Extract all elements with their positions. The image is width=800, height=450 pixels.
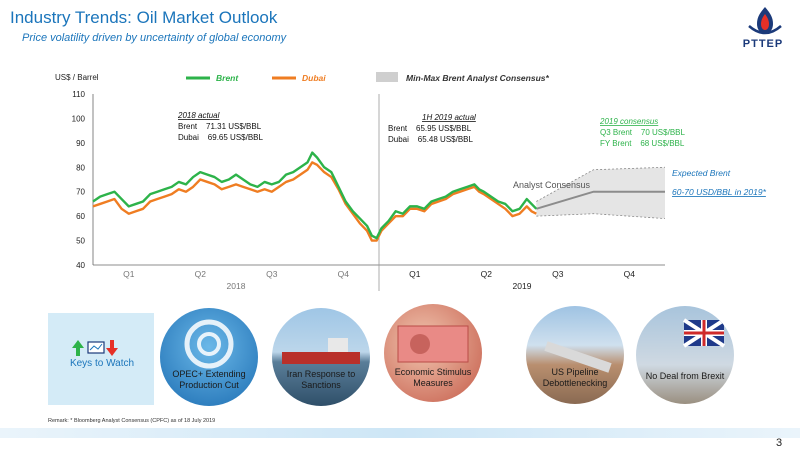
annotation-1h2019-brent: Brent 65.95 US$/BBL (388, 124, 472, 133)
consensus-bound-line (536, 166, 666, 202)
x-quarter-label: Q1 (409, 269, 421, 279)
price-series (92, 151, 538, 242)
pipeline-icon (544, 341, 612, 373)
x-quarter-label: Q3 (266, 269, 278, 279)
page-number: 3 (776, 437, 783, 449)
annotation-consensus-title: 2019 consensus (599, 117, 658, 126)
y-tick-label: 80 (76, 163, 85, 172)
pttep-emblem-icon (748, 7, 782, 35)
key-item-label: Iran Response to Sanctions (286, 369, 356, 390)
page-subtitle: Price volatility driven by uncertainty o… (22, 32, 287, 44)
x-quarter-label: Q4 (338, 269, 350, 279)
remark-note: Remark: * Bloomberg Analyst Consensus (C… (48, 418, 216, 424)
annotation-consensus-q3: Q3 Brent 70 US$/BBL (600, 128, 685, 137)
consensus-center-line (536, 190, 665, 210)
key-item-label: US Pipeline Debottlenecking (542, 367, 608, 388)
oil-price-chart: US$ / Barrel Brent Dubai Min-Max Brent A… (55, 72, 767, 291)
x-year-label: 2019 (513, 281, 532, 291)
annotation-consensus-fy: FY Brent 68 US$/BBL (600, 139, 685, 148)
x-quarter-label: Q2 (195, 269, 207, 279)
legend-dubai-label: Dubai (302, 73, 326, 83)
tanker-circle (272, 308, 370, 406)
key-item-label: OPEC+ Extending Production Cut (172, 369, 246, 390)
key-item-label: No Deal from Brexit (645, 371, 725, 381)
consensus-band-label: Analyst Consensus (513, 180, 591, 190)
legend-consensus-swatch (376, 72, 398, 82)
keys-to-watch-label: Keys to Watch (69, 358, 135, 369)
series-line-brent (92, 151, 538, 240)
annotation-2018-title: 2018 actual (177, 111, 220, 120)
consensus-band (536, 166, 666, 219)
series-line-dubai (92, 161, 537, 242)
x-quarter-label: Q2 (481, 269, 493, 279)
x-year-label: 2018 (227, 281, 246, 291)
annotation-expected-value: 60-70 USD/BBL in 2019* (672, 187, 767, 197)
chart-axes: 40 50 60 70 80 90 100 110 Q1 Q2 Q3 Q4 Q1 Q2 Q3 Q4 2018 20… (72, 90, 665, 291)
annotation-1h2019-title: 1H 2019 actual (422, 113, 476, 122)
legend-brent-label: Brent (216, 73, 239, 83)
page-title: Industry Trends: Oil Market Outlook (10, 8, 278, 27)
brexit-circle (636, 306, 734, 404)
footer-bar (0, 428, 800, 438)
opec-logo-icon (184, 319, 234, 369)
keys-trend-icon (72, 340, 118, 356)
logo-text: PTTEP (742, 38, 784, 50)
x-quarter-label: Q3 (552, 269, 564, 279)
y-tick-label: 90 (76, 139, 85, 148)
annotation-2018-brent: Brent 71.31 US$/BBL (178, 122, 262, 131)
y-tick-label: 110 (72, 90, 85, 99)
stimulus-circle (384, 304, 482, 402)
banknote-icon (397, 325, 469, 363)
y-tick-label: 60 (76, 212, 85, 221)
x-quarter-label: Q1 (123, 269, 135, 279)
y-tick-label: 70 (76, 188, 85, 197)
annotation-2018-dubai: Dubai 69.65 US$/BBL (178, 133, 263, 142)
annotation-expected-title: Expected Brent (672, 168, 731, 178)
consensus-range-area (536, 167, 665, 219)
annotation-1h2019-dubai: Dubai 65.48 US$/BBL (388, 135, 473, 144)
legend-consensus-label: Min-Max Brent Analyst Consensus* (406, 73, 549, 83)
x-quarter-label: Q4 (624, 269, 636, 279)
tanker-ship-icon (282, 338, 360, 364)
keys-to-watch-panel (48, 313, 154, 405)
consensus-bound-line (536, 213, 666, 219)
y-tick-label: 100 (72, 114, 86, 123)
union-jack-icon (682, 318, 726, 348)
y-axis-label: US$ / Barrel (55, 73, 99, 82)
pipeline-circle (526, 306, 624, 404)
y-tick-label: 50 (76, 237, 85, 246)
opec-circle (160, 308, 258, 406)
pttep-logo (735, 6, 795, 54)
key-item-label: Economic Stimulus Measures (394, 367, 472, 388)
y-tick-label: 40 (76, 261, 85, 270)
